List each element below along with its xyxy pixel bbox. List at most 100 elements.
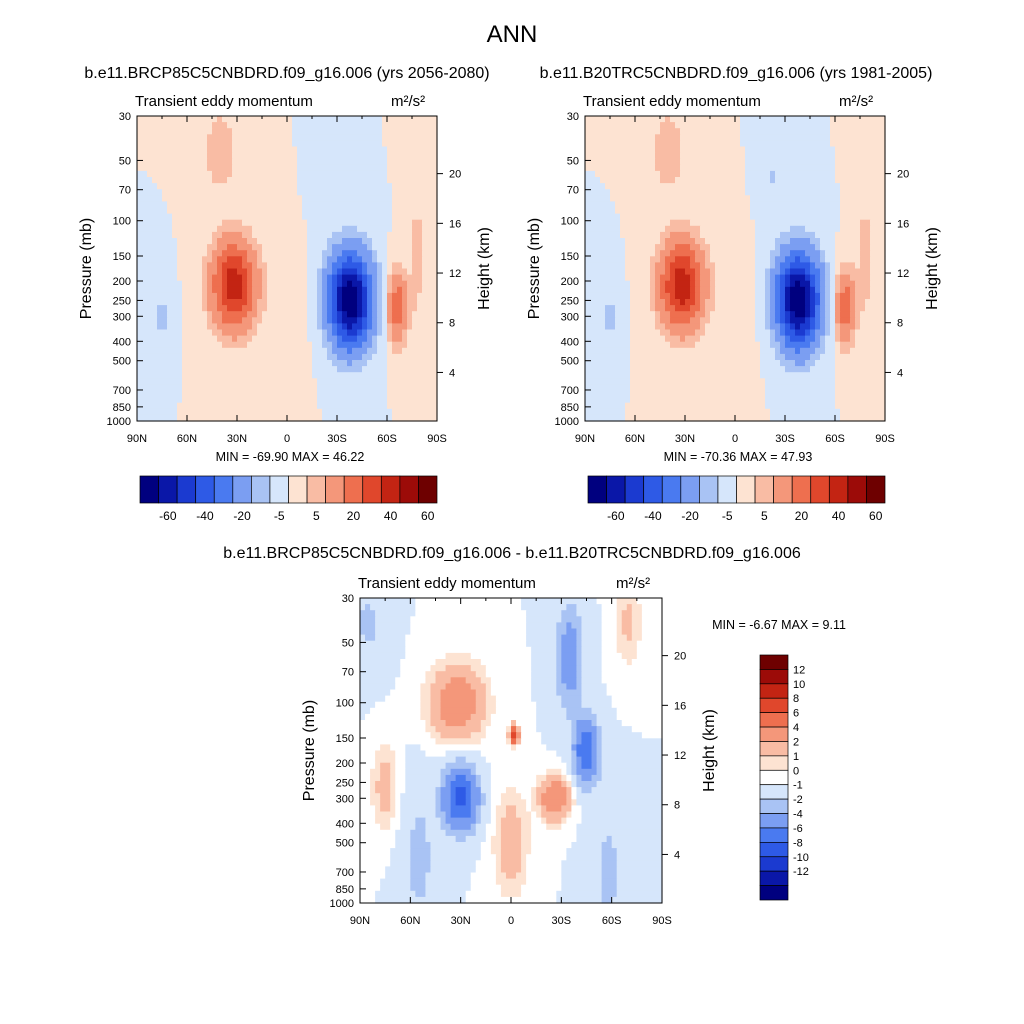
field-cell xyxy=(591,787,663,794)
colorbar-swatch xyxy=(624,475,645,504)
field-cell xyxy=(177,274,203,282)
field-cell xyxy=(360,671,401,678)
field-cell xyxy=(526,610,562,617)
field-cell xyxy=(536,799,542,806)
x-tick-label: 60N xyxy=(400,915,420,927)
field-cell xyxy=(566,848,603,855)
height-tick-label: 20 xyxy=(897,169,909,181)
field-cell xyxy=(581,762,593,770)
field-cell xyxy=(485,695,497,703)
y-tick-label: 100 xyxy=(336,698,354,710)
field-cell xyxy=(372,299,378,306)
field-cell xyxy=(531,695,562,703)
field-cell xyxy=(387,268,393,276)
field-cell xyxy=(655,305,666,312)
field-cell xyxy=(392,408,438,416)
field-cell xyxy=(745,158,836,166)
field-cell xyxy=(690,262,701,270)
field-cell xyxy=(222,231,243,239)
field-cell xyxy=(390,823,401,831)
field-cell xyxy=(655,244,666,251)
field-cell xyxy=(625,402,766,410)
field-cell xyxy=(360,683,396,691)
field-cell xyxy=(571,762,578,770)
field-cell xyxy=(835,274,841,282)
field-cell xyxy=(850,286,856,294)
x-tick-label: 0 xyxy=(732,433,738,445)
field-cell xyxy=(755,262,771,270)
field-cell xyxy=(347,323,353,331)
field-cell xyxy=(495,817,502,825)
field-cell xyxy=(526,616,562,623)
field-cell xyxy=(571,793,578,800)
field-cell xyxy=(402,335,408,343)
field-cell xyxy=(536,726,572,733)
field-cell xyxy=(317,396,388,404)
field-cell xyxy=(750,195,841,202)
field-cell xyxy=(222,311,248,318)
field-cell xyxy=(307,280,318,288)
field-cell xyxy=(820,280,826,288)
field-cell xyxy=(576,781,598,788)
field-cell xyxy=(616,848,663,855)
field-cell xyxy=(585,360,631,367)
field-cell xyxy=(380,762,391,770)
field-cell xyxy=(207,152,233,160)
field-cell xyxy=(835,170,886,178)
field-cell xyxy=(387,341,393,349)
field-cell xyxy=(561,872,603,880)
field-cell xyxy=(370,707,421,715)
field-cell xyxy=(147,170,213,178)
field-cell xyxy=(616,860,663,867)
field-cell xyxy=(556,671,562,678)
field-cell xyxy=(490,842,502,849)
field-cell xyxy=(780,286,786,294)
field-cell xyxy=(585,414,626,422)
field-cell xyxy=(790,323,796,331)
y-tick-label: 400 xyxy=(336,818,354,830)
field-cell xyxy=(312,353,328,361)
field-cell xyxy=(641,610,663,617)
field-cell xyxy=(435,787,442,794)
field-cell xyxy=(790,299,806,306)
field-cell xyxy=(242,286,248,294)
field-cell xyxy=(865,305,886,312)
x-tick-label: 60S xyxy=(825,433,845,445)
field-cell xyxy=(465,793,472,800)
field-cell xyxy=(625,238,661,245)
field-cell xyxy=(700,305,706,312)
field-cell xyxy=(710,250,756,257)
field-cell xyxy=(765,292,771,300)
field-cell xyxy=(420,707,432,715)
field-cell xyxy=(855,317,861,324)
field-cell xyxy=(790,317,806,324)
field-cell xyxy=(362,256,373,263)
field-cell xyxy=(357,299,363,306)
field-cell xyxy=(490,677,532,684)
field-cell xyxy=(585,305,606,312)
field-cell xyxy=(810,299,816,306)
field-cell xyxy=(252,231,308,239)
field-cell xyxy=(585,378,631,385)
field-cell xyxy=(795,329,806,337)
field-cell xyxy=(561,866,603,874)
field-cell xyxy=(630,366,761,373)
field-cell xyxy=(217,299,223,306)
field-cell xyxy=(660,231,671,239)
field-cell xyxy=(616,854,663,861)
field-cell xyxy=(480,677,492,684)
field-cell xyxy=(257,311,263,318)
height-tick-label: 12 xyxy=(449,268,461,280)
field-cell xyxy=(830,323,836,331)
field-cell xyxy=(790,268,806,276)
field-cell xyxy=(332,317,338,324)
field-cell xyxy=(815,311,821,318)
field-cell xyxy=(561,665,578,672)
field-cell xyxy=(665,323,701,331)
field-cell xyxy=(382,262,388,270)
field-cell xyxy=(347,329,358,337)
colorbar-label: -2 xyxy=(793,794,803,806)
field-cell xyxy=(430,707,442,715)
field-cell xyxy=(775,292,781,300)
field-cell xyxy=(830,317,836,324)
